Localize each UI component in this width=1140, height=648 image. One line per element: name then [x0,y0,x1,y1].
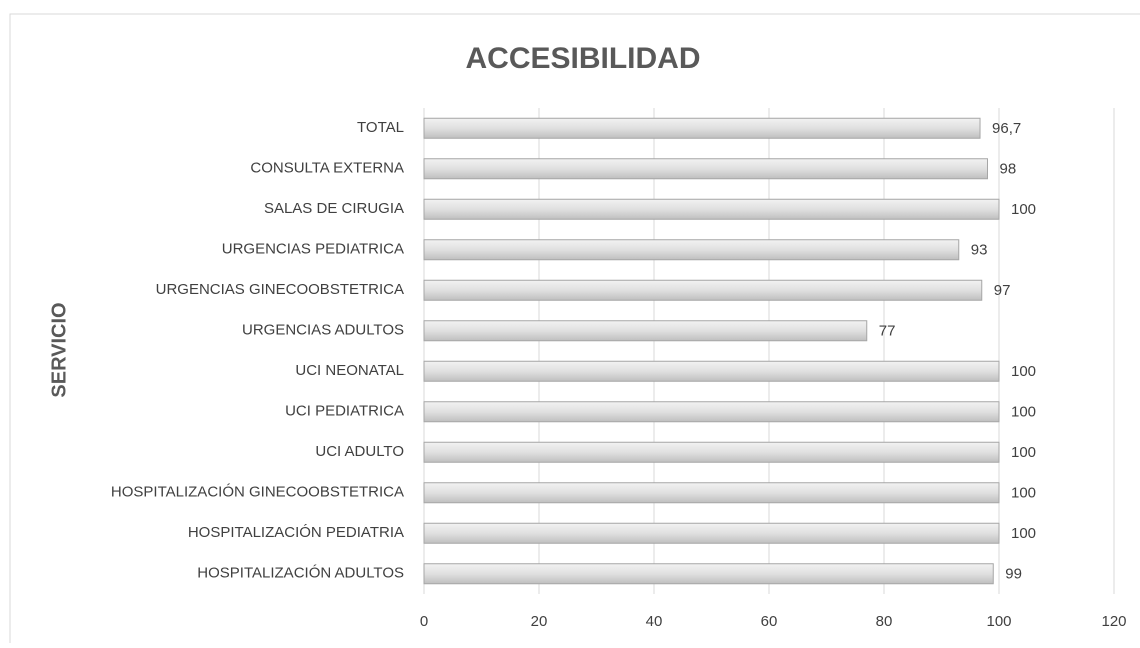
x-tick-label: 100 [986,613,1011,630]
bar [423,239,960,261]
y-tick-label: HOSPITALIZACIÓN ADULTOS [197,565,404,582]
data-label: 77 [879,323,896,340]
y-tick-label: URGENCIAS ADULTOS [242,322,404,339]
y-tick-label: UCI NEONATAL [295,362,404,379]
y-tick-label: URGENCIAS PEDIATRICA [222,241,404,258]
y-tick-label: TOTAL [357,119,404,136]
x-tick-label: 40 [646,613,663,630]
bar [423,117,981,139]
bar [423,563,994,585]
bar [423,522,1000,544]
data-label: 100 [1011,363,1036,380]
bar [423,482,1000,504]
bar [423,198,1000,220]
data-label: 96,7 [992,120,1021,137]
y-tick-label: URGENCIAS GINECOOBSTETRICA [156,281,404,298]
y-tick-label: CONSULTA EXTERNA [250,160,404,177]
x-tick-label: 80 [876,613,893,630]
y-tick-label: UCI ADULTO [315,443,404,460]
bar [423,279,983,301]
chart-title: ACCESIBILIDAD [465,42,700,75]
y-tick-label: SALAS DE CIRUGIA [264,200,404,217]
data-label: 99 [1005,566,1022,583]
data-label: 100 [1011,444,1036,461]
x-tick-label: 20 [531,613,548,630]
x-tick-label: 60 [761,613,778,630]
x-tick-label: 0 [420,613,428,630]
y-tick-label: UCI PEDIATRICA [285,403,404,420]
bar [423,360,1000,382]
bar [423,158,988,180]
data-label: 100 [1011,485,1036,502]
data-label: 93 [971,242,988,259]
data-label: 100 [1011,201,1036,218]
bar [423,401,1000,423]
data-label: 97 [994,282,1011,299]
bar [423,441,1000,463]
data-label: 100 [1011,525,1036,542]
data-label: 100 [1011,404,1036,421]
y-tick-label: HOSPITALIZACIÓN GINECOOBSTETRICA [111,484,404,501]
data-label: 98 [1000,161,1017,178]
y-axis-label: SERVICIO [48,302,70,397]
y-tick-label: HOSPITALIZACIÓN PEDIATRIA [188,524,404,541]
bar [423,320,868,342]
x-tick-label: 120 [1101,613,1126,630]
